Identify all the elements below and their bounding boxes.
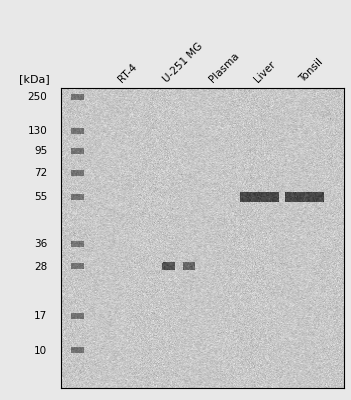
Text: 130: 130 xyxy=(28,126,47,136)
Text: 95: 95 xyxy=(34,146,47,156)
Text: 72: 72 xyxy=(34,168,47,178)
Text: 55: 55 xyxy=(34,192,47,202)
Text: 17: 17 xyxy=(34,311,47,321)
Text: 28: 28 xyxy=(34,262,47,272)
Text: Tonsil: Tonsil xyxy=(297,56,325,84)
Text: Liver: Liver xyxy=(252,59,277,84)
Text: [kDa]: [kDa] xyxy=(19,74,50,84)
Text: U-251 MG: U-251 MG xyxy=(162,41,205,84)
Text: RT-4: RT-4 xyxy=(117,61,139,84)
Text: 10: 10 xyxy=(34,346,47,356)
Text: 36: 36 xyxy=(34,239,47,249)
Text: 250: 250 xyxy=(28,92,47,102)
Text: Plasma: Plasma xyxy=(207,50,240,84)
